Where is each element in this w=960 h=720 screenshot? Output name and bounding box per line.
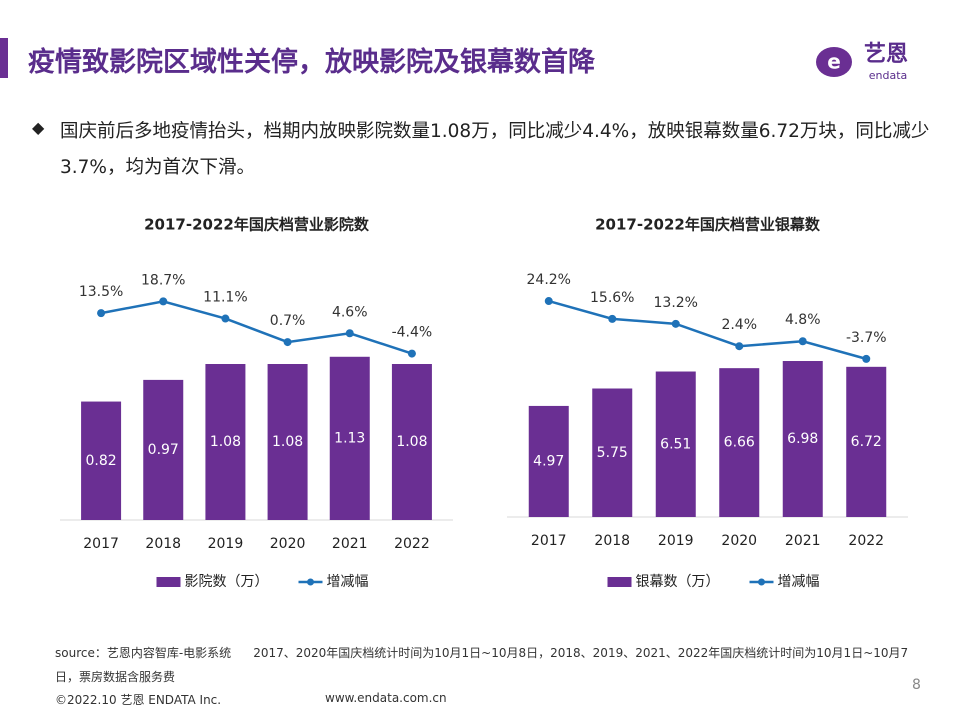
bar-label: 6.51 [660,436,691,452]
line-label: 4.8% [785,312,821,328]
x-tick-label: 2017 [531,533,567,549]
line-marker [97,309,106,318]
copyright: ©2022.10 艺恩 ENDATA Inc. [55,693,222,707]
bar [267,364,308,520]
line-label: 18.7% [141,272,185,288]
source: source：艺恩内容智库-电影系统 [55,646,232,660]
x-tick-label: 2022 [394,536,430,552]
legend-label: 银幕数（万） [636,574,720,590]
line-marker [283,338,292,347]
x-tick-label: 2020 [270,536,306,552]
legend-marker [307,578,314,586]
x-tick-label: 2018 [594,533,630,549]
bar [846,366,887,517]
logo-e: e [827,50,841,74]
bar-label: 1.08 [272,434,303,450]
chart-title: 2017-2022年国庆档营业影院数 [144,216,370,234]
x-tick-label: 2021 [332,536,368,552]
slide-title: 疫情致影院区域性关停，放映影院及银幕数首降 [28,47,595,78]
bar-label: 0.82 [85,453,116,469]
bar-label: 1.13 [334,430,365,446]
bar [719,368,760,517]
logo-mark [816,47,852,77]
line-label: 0.7% [270,313,306,329]
line-marker [544,297,553,306]
chart-cinemas: 2017-2022年国庆档营业影院数 0.82 0.97 1.08 1.08 1.13 1.… [60,216,453,590]
line-label: 2.4% [721,317,757,333]
x-tick-label: 2017 [83,536,119,552]
x-tick-label: 2020 [721,533,757,549]
bar [143,379,184,520]
legend-label: 增减幅 [327,574,369,590]
line-marker [159,297,168,306]
legend-label: 影院数（万） [185,574,269,590]
bullet-icon: ◆ [32,118,45,137]
source-note: source：艺恩内容智库-电影系统 2017、2020年国庆档统计时间为10月1… [55,641,915,689]
line [548,299,867,361]
legend-marker [758,578,765,586]
line-marker [407,349,416,358]
url: www.endata.com.cn [325,691,447,705]
x-tick-label: 2021 [785,533,821,549]
bar [655,371,696,517]
logo-name: 艺恩 [864,41,908,67]
bar [592,388,633,517]
bar [528,405,569,517]
line-label: 15.6% [590,290,634,306]
line-label: -4.4% [392,325,433,341]
legend-label: 增减幅 [778,574,820,590]
bar [329,356,370,520]
chart-screens: 2017-2022年国庆档营业银幕数 4.97 5.75 6.51 6.66 6.98 6.… [507,216,908,590]
note: 2017、2020年国庆档统计时间为10月1日~10月8日，2018、2019、… [55,646,909,684]
line-label: 13.2% [654,295,698,311]
line-label: 13.5% [79,284,123,300]
bar-label: 6.98 [787,431,818,447]
x-tick-label: 2019 [658,533,694,549]
line-marker [345,329,354,338]
x-tick-label: 2018 [145,536,181,552]
bar-label: 1.08 [396,434,427,450]
line-marker [671,319,680,328]
title-accent [0,38,8,78]
bar [205,364,246,520]
x-tick-label: 2022 [848,533,884,549]
bar-label: 5.75 [597,445,628,461]
legend-swatch [607,577,632,587]
line-label: 24.2% [527,272,571,288]
bar [391,364,432,520]
chart-title: 2017-2022年国庆档营业银幕数 [595,216,821,234]
x-tick-label: 2019 [208,536,244,552]
bullet-text: 国庆前后多地疫情抬头，档期内放映影院数量1.08万，同比减少4.4%，放映银幕数… [60,121,930,178]
line [100,300,413,355]
bar-label: 6.66 [724,435,755,451]
bar-label: 0.97 [148,442,179,458]
line-marker [735,342,744,351]
line-marker [798,337,807,346]
line-label: 11.1% [203,290,247,306]
line-label: 4.6% [332,304,368,320]
bar [81,401,122,520]
line-marker [608,314,617,323]
bar [782,361,823,517]
logo: e 艺恩 endata [816,41,908,82]
legend-swatch [156,577,181,587]
line-marker [221,314,230,323]
bar-label: 4.97 [533,453,564,469]
line-marker [862,354,871,363]
bar-label: 1.08 [210,434,241,450]
bar-label: 6.72 [851,434,882,450]
line-label: -3.7% [846,330,887,346]
logo-sub: endata [869,69,908,82]
page-number: 8 [912,677,921,693]
